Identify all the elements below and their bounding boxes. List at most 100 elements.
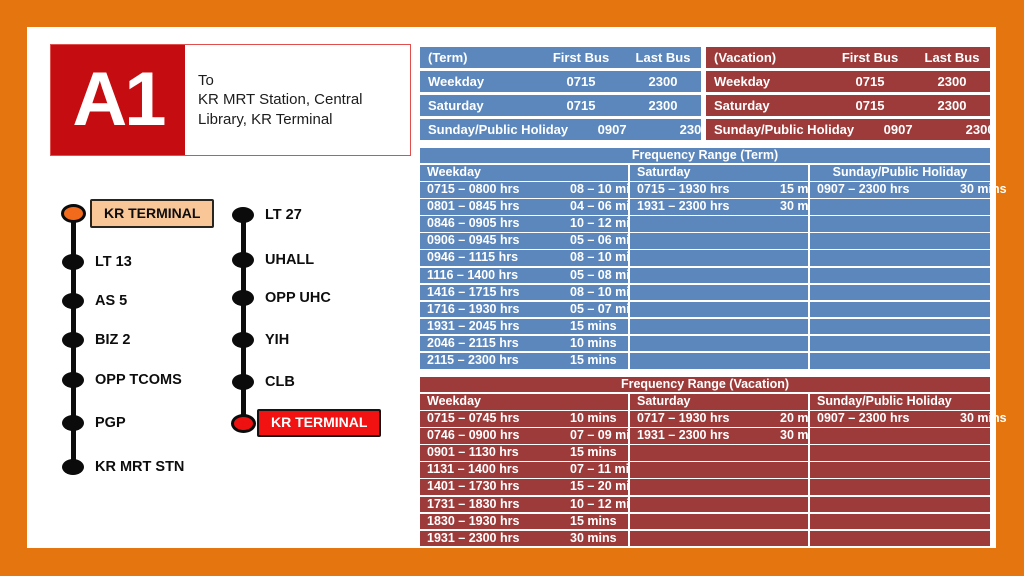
frequency-interval: 07 – 11 mins	[570, 462, 644, 477]
first-last-row: Sunday/Public Holiday 0907 2300	[706, 119, 995, 140]
frequency-cell: 1401 – 1730 hrs 15 – 20 mins	[420, 479, 644, 495]
poster-panel: A1 To KR MRT Station, Central Library, K…	[27, 27, 1007, 548]
frequency-column: Sunday/Public Holiday 0907 – 2300 hrs 30 m…	[810, 394, 1007, 548]
first-last-row: Saturday 0715 2300	[420, 95, 701, 116]
frequency-time-range: 1131 – 1400 hrs	[427, 462, 519, 477]
first-bus-header: First Bus	[552, 50, 610, 65]
last-bus-header: Last Bus	[924, 50, 980, 65]
frequency-table-term: Frequency Range (Term) Weekday 0715 – 0800…	[420, 148, 1007, 370]
frequency-cell: 0715 – 0800 hrs 08 – 10 mins	[420, 182, 644, 198]
frequency-cell	[810, 353, 990, 369]
frequency-time-range: 0946 – 1115 hrs	[427, 250, 519, 265]
route-destination: To KR MRT Station, Central Library, KR T…	[185, 45, 410, 155]
frequency-cell	[810, 428, 990, 444]
route-stop-dot	[232, 252, 254, 268]
frequency-cell	[810, 301, 990, 318]
frequency-interval: 10 – 12 mins	[570, 496, 645, 511]
first-last-row: Weekday 0715 2300	[420, 71, 701, 92]
frequency-cell	[630, 233, 808, 249]
frequency-time-range: 1716 – 1930 hrs	[427, 301, 520, 316]
frequency-column-header: Weekday	[420, 394, 628, 410]
route-stop-dot	[232, 290, 254, 306]
route-stop-dot	[62, 415, 84, 431]
frequency-time-range: 2115 – 2300 hrs	[427, 353, 519, 368]
first-bus-time: 0715	[566, 98, 596, 113]
frequency-columns: Weekday 0715 – 0745 hrs 10 mins 0746 – 0900…	[420, 394, 1007, 548]
frequency-interval: 10 mins	[570, 335, 617, 350]
first-last-bus-table-vacation: (Vacation) First Bus Last Bus Weekday 0715 23…	[706, 47, 995, 143]
frequency-interval: 05 – 07 mins	[570, 301, 645, 316]
frequency-time-range: 0717 – 1930 hrs	[637, 411, 730, 426]
frequency-time-range: 0801 – 0845 hrs	[427, 199, 520, 214]
day-label: Weekday	[714, 74, 771, 89]
frequency-cell	[810, 445, 990, 461]
frequency-cell: 1116 – 1400 hrs 05 – 08 mins	[420, 267, 644, 284]
route-terminal-terminus-label: KR TERMINAL	[257, 409, 382, 437]
origin-stop-dot	[60, 203, 86, 223]
destination-line: KR MRT Station, Central	[198, 91, 363, 109]
first-last-row: Sunday/Public Holiday 0907 2300	[420, 119, 709, 140]
frequency-cell: 1931 – 2300 hrs 30 mins	[630, 199, 827, 215]
route-stop-dot	[232, 374, 254, 390]
route-card: A1 To KR MRT Station, Central Library, K…	[50, 44, 411, 156]
route-stop-label: OPP UHC	[265, 290, 331, 306]
frequency-interval: 10 mins	[570, 411, 617, 426]
frequency-cell: 0946 – 1115 hrs 08 – 10 mins	[420, 250, 644, 266]
route-stop-dot	[62, 372, 84, 388]
frequency-time-range: 1116 – 1400 hrs	[427, 267, 519, 282]
frequency-time-range: 0846 – 0905 hrs	[427, 216, 520, 231]
frequency-time-range: 0906 – 0945 hrs	[427, 233, 520, 248]
period-header: (Vacation)	[714, 50, 777, 65]
first-bus-time: 0715	[855, 98, 885, 113]
frequency-column-header: Saturday	[630, 394, 808, 410]
frequency-cell	[810, 284, 990, 301]
frequency-interval: 08 – 10 mins	[570, 284, 645, 299]
frequency-cell: 0907 – 2300 hrs 30 mins	[810, 411, 1007, 427]
frequency-time-range: 1931 – 2300 hrs	[637, 199, 730, 214]
route-line	[240, 215, 246, 423]
frequency-cell: 0717 – 1930 hrs 20 mins	[630, 411, 827, 427]
first-bus-header: First Bus	[841, 50, 899, 65]
frequency-time-range: 2046 – 2115 hrs	[427, 335, 519, 350]
frequency-cell	[810, 530, 990, 547]
frequency-columns: Weekday 0715 – 0800 hrs 08 – 10 mins 0801 –…	[420, 165, 1007, 370]
route-terminal-origin-label: KR TERMINAL	[90, 198, 215, 228]
first-bus-time: 0907	[883, 122, 913, 137]
frequency-time-range: 0715 – 0800 hrs	[427, 182, 520, 197]
route-stop-label: AS 5	[95, 293, 128, 309]
day-label: Sunday/Public Holiday	[714, 122, 855, 137]
last-bus-time: 2300	[937, 74, 967, 89]
destination-line: To	[198, 71, 214, 89]
period-header: (Term)	[428, 50, 468, 65]
frequency-time-range: 1931 – 2045 hrs	[427, 318, 520, 333]
day-label: Saturday	[428, 98, 484, 113]
last-bus-time: 2300	[937, 98, 967, 113]
route-stop-dot	[232, 207, 254, 223]
frequency-interval: 15 mins	[570, 513, 617, 528]
frequency-cell	[630, 496, 808, 513]
frequency-interval: 15 mins	[570, 353, 617, 368]
frequency-cell	[630, 353, 808, 369]
first-last-header-row: (Term) First Bus Last Bus	[420, 47, 701, 68]
destination-line: Library, KR Terminal	[198, 110, 333, 128]
first-last-row: Saturday 0715 2300	[706, 95, 990, 116]
route-stop-label: LT 13	[95, 254, 132, 270]
frequency-cell: 0907 – 2300 hrs 30 mins	[810, 182, 1007, 198]
day-label: Saturday	[714, 98, 770, 113]
frequency-time-range: 0907 – 2300 hrs	[817, 411, 910, 426]
frequency-cell	[810, 267, 990, 284]
frequency-column: Sunday/Public Holiday 0907 – 2300 hrs 30 m…	[810, 165, 1007, 370]
frequency-cell: 1731 – 1830 hrs 10 – 12 mins	[420, 496, 644, 513]
route-stop-label: BIZ 2	[95, 332, 131, 348]
frequency-cell: 0846 – 0905 hrs 10 – 12 mins	[420, 216, 644, 232]
frequency-interval: 05 – 06 mins	[570, 233, 645, 248]
frequency-cell	[810, 233, 990, 249]
frequency-time-range: 0901 – 1130 hrs	[427, 445, 519, 460]
frequency-cell: 1716 – 1930 hrs 05 – 07 mins	[420, 301, 644, 318]
frequency-cell	[630, 267, 808, 284]
frequency-column: Weekday 0715 – 0745 hrs 10 mins 0746 – 0900…	[420, 394, 644, 548]
frequency-interval: 05 – 08 mins	[570, 267, 645, 282]
frequency-interval: 30 mins	[960, 411, 1007, 426]
frequency-cell	[630, 284, 808, 301]
route-stop-dot	[62, 254, 84, 270]
